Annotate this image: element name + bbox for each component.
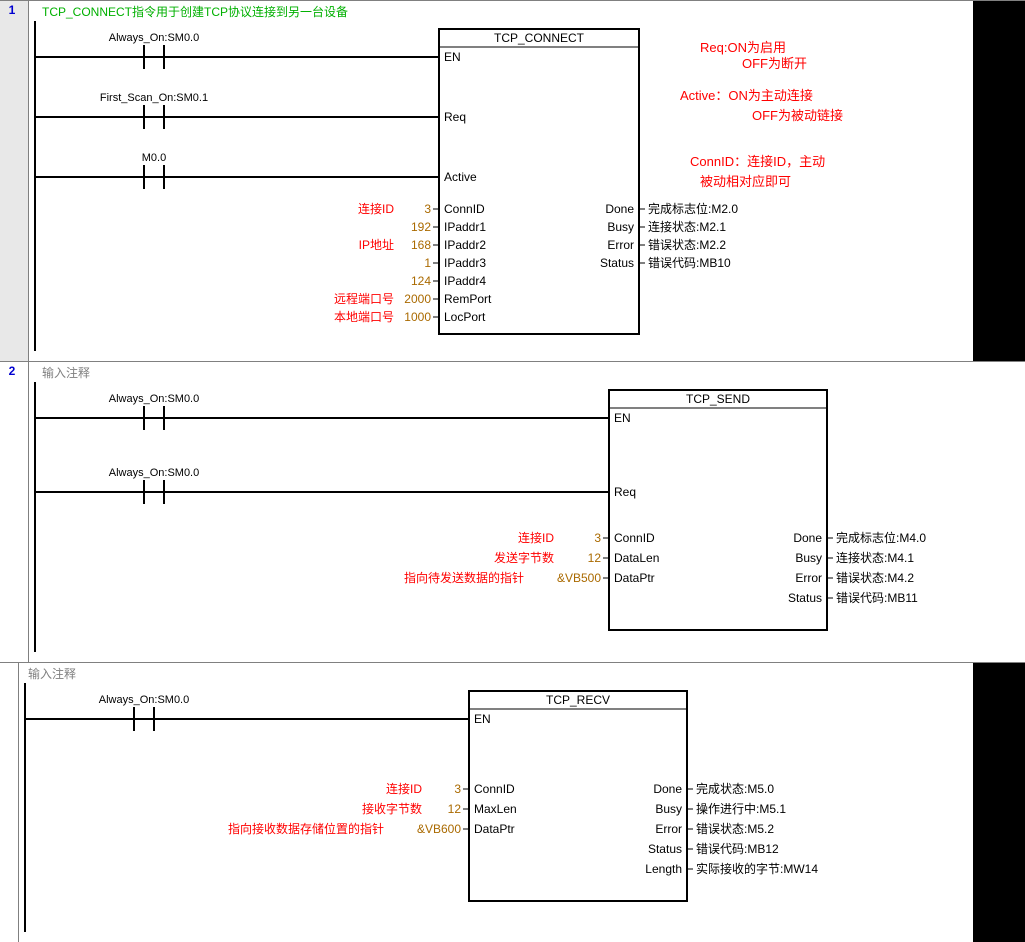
svg-text:接收字节数: 接收字节数 (362, 801, 422, 816)
svg-text:DataLen: DataLen (614, 551, 659, 565)
svg-text:Error: Error (607, 238, 634, 252)
black-margin (973, 663, 1025, 942)
svg-text:连接ID: 连接ID (386, 781, 422, 796)
svg-text:Done: Done (605, 202, 634, 216)
contact-label: Always_On:SM0.0 (99, 694, 189, 706)
svg-text:&VB500: &VB500 (557, 571, 601, 585)
annotation: OFF为断开 (742, 53, 807, 72)
svg-text:连接状态:M2.1: 连接状态:M2.1 (648, 219, 726, 234)
block-title: TCP_SEND (686, 392, 750, 406)
svg-text:完成标志位:M2.0: 完成标志位:M2.0 (648, 201, 738, 216)
block-inputs: 连接ID 3 ConnID 发送字节数 12 DataLen 指向待发送数据的指… (404, 530, 659, 585)
svg-text:操作进行中:M5.1: 操作进行中:M5.1 (696, 801, 786, 816)
svg-text:1: 1 (424, 256, 431, 270)
network-2: 2 输入注释 Always_On:SM0.0 Always_On:SM0.0 T… (0, 361, 1025, 662)
svg-text:Busy: Busy (607, 220, 634, 234)
svg-text:IPaddr4: IPaddr4 (444, 274, 486, 288)
block-outputs: Done 完成状态:M5.0 Busy 操作进行中:M5.1 Error 错误状… (645, 781, 818, 876)
network-gutter (0, 1, 29, 361)
block-pin: EN (614, 411, 631, 425)
svg-text:Error: Error (795, 571, 822, 585)
svg-text:错误代码:MB10: 错误代码:MB10 (648, 256, 731, 270)
network-number: 2 (0, 364, 24, 378)
svg-text:错误代码:MB11: 错误代码:MB11 (836, 591, 918, 605)
svg-text:指向待发送数据的指针: 指向待发送数据的指针 (404, 570, 524, 585)
svg-text:错误状态:M5.2: 错误状态:M5.2 (696, 822, 774, 836)
svg-text:ConnID: ConnID (614, 531, 655, 545)
block-pin: EN (444, 50, 461, 64)
svg-text:Error: Error (655, 822, 682, 836)
svg-text:LocPort: LocPort (444, 310, 486, 324)
svg-text:Length: Length (645, 862, 682, 876)
svg-text:Status: Status (788, 591, 822, 605)
svg-text:发送字节数: 发送字节数 (494, 550, 554, 565)
svg-text:12: 12 (588, 551, 602, 565)
block-inputs: 连接ID 3 ConnID 192 IPaddr1 IP地址 168 IPadd… (334, 201, 492, 324)
svg-text:168: 168 (411, 238, 431, 252)
svg-text:3: 3 (454, 782, 461, 796)
svg-text:RemPort: RemPort (444, 292, 492, 306)
svg-text:实际接收的字节:MW14: 实际接收的字节:MW14 (696, 861, 818, 876)
block-pin: EN (474, 712, 491, 726)
contact-label: First_Scan_On:SM0.1 (100, 92, 208, 104)
svg-text:Status: Status (600, 256, 634, 270)
svg-text:连接ID: 连接ID (358, 201, 394, 216)
block-inputs: 连接ID 3 ConnID 接收字节数 12 MaxLen 指向接收数据存储位置… (228, 781, 517, 836)
svg-text:完成标志位:M4.0: 完成标志位:M4.0 (836, 530, 926, 545)
network-3: 输入注释 Always_On:SM0.0 TCP_RECV EN 连接ID 3 … (0, 662, 1025, 942)
annotation: 被动相对应即可 (700, 171, 791, 190)
svg-text:ConnID: ConnID (444, 202, 485, 216)
block-title: TCP_CONNECT (494, 31, 585, 45)
svg-text:2000: 2000 (404, 292, 431, 306)
network-gutter (0, 362, 29, 662)
annotation: Active：ON为主动连接 (680, 85, 813, 104)
svg-text:Status: Status (648, 842, 682, 856)
svg-text:MaxLen: MaxLen (474, 802, 517, 816)
svg-text:DataPtr: DataPtr (474, 822, 515, 836)
contact-label: Always_On:SM0.0 (109, 393, 199, 405)
network-gutter (0, 663, 19, 942)
svg-text:本地端口号: 本地端口号 (334, 310, 394, 324)
block-pin: Req (444, 110, 466, 124)
svg-text:连接ID: 连接ID (518, 530, 554, 545)
svg-text:1000: 1000 (404, 310, 431, 324)
ladder-svg: Always_On:SM0.0 TCP_RECV EN 连接ID 3 ConnI… (24, 663, 964, 942)
contact-label: M0.0 (142, 152, 166, 164)
svg-text:错误状态:M4.2: 错误状态:M4.2 (836, 571, 914, 585)
svg-text:124: 124 (411, 274, 431, 288)
network-number: 1 (0, 3, 24, 17)
svg-text:IPaddr3: IPaddr3 (444, 256, 486, 270)
svg-text:192: 192 (411, 220, 431, 234)
svg-text:Done: Done (653, 782, 682, 796)
svg-text:DataPtr: DataPtr (614, 571, 655, 585)
svg-text:IPaddr2: IPaddr2 (444, 238, 486, 252)
svg-text:&VB600: &VB600 (417, 822, 461, 836)
annotation: OFF为被动链接 (752, 105, 843, 124)
block-pin: Req (614, 485, 636, 499)
svg-text:3: 3 (424, 202, 431, 216)
contact-label: Always_On:SM0.0 (109, 467, 199, 479)
svg-text:远程端口号: 远程端口号 (334, 291, 394, 306)
svg-text:12: 12 (448, 802, 462, 816)
svg-text:3: 3 (594, 531, 601, 545)
svg-text:IP地址: IP地址 (359, 238, 394, 252)
svg-text:错误代码:MB12: 错误代码:MB12 (696, 842, 779, 856)
annotation: ConnID：连接ID，主动 (690, 151, 825, 170)
block-title: TCP_RECV (546, 693, 610, 707)
svg-text:Busy: Busy (655, 802, 682, 816)
ladder-svg: Always_On:SM0.0 First_Scan_On:SM0.1 M0.0… (34, 1, 974, 361)
network-1: 1 TCP_CONNECT指令用于创建TCP协议连接到另一台设备 Always_… (0, 0, 1025, 361)
svg-text:连接状态:M4.1: 连接状态:M4.1 (836, 550, 914, 565)
svg-text:IPaddr1: IPaddr1 (444, 220, 486, 234)
ladder-svg: Always_On:SM0.0 Always_On:SM0.0 TCP_SEND… (34, 362, 974, 662)
svg-text:错误状态:M2.2: 错误状态:M2.2 (648, 238, 726, 252)
svg-text:指向接收数据存储位置的指针: 指向接收数据存储位置的指针 (228, 821, 384, 836)
svg-text:Busy: Busy (795, 551, 822, 565)
svg-text:Done: Done (793, 531, 822, 545)
contact-label: Always_On:SM0.0 (109, 32, 199, 44)
svg-text:完成状态:M5.0: 完成状态:M5.0 (696, 781, 774, 796)
svg-text:ConnID: ConnID (474, 782, 515, 796)
black-margin (973, 1, 1025, 361)
block-pin: Active (444, 170, 477, 184)
